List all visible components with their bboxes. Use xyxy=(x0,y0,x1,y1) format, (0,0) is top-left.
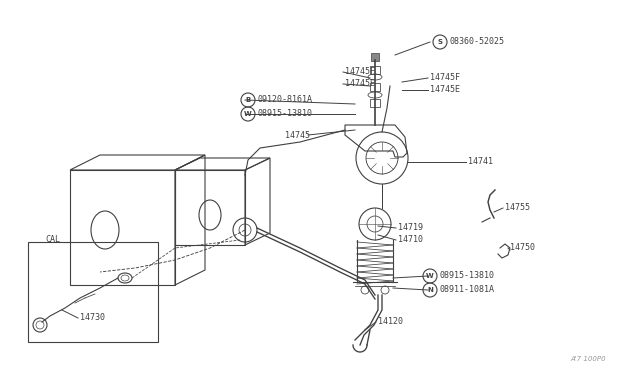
Text: 08360-52025: 08360-52025 xyxy=(449,38,504,46)
Text: 14745: 14745 xyxy=(285,131,310,140)
Text: 14710: 14710 xyxy=(398,235,423,244)
Text: 14750: 14750 xyxy=(510,244,535,253)
Text: 09120-8161A: 09120-8161A xyxy=(257,96,312,105)
Text: 14730: 14730 xyxy=(80,314,105,323)
Text: N: N xyxy=(427,287,433,293)
Text: A'7 100P0: A'7 100P0 xyxy=(570,356,605,362)
Text: 14745F: 14745F xyxy=(345,67,375,77)
Bar xyxy=(371,53,379,61)
Text: 14719: 14719 xyxy=(398,224,423,232)
Bar xyxy=(28,242,158,342)
Text: W: W xyxy=(426,273,434,279)
Text: 14745F: 14745F xyxy=(430,74,460,83)
Text: S: S xyxy=(438,39,442,45)
Text: 14120: 14120 xyxy=(378,317,403,327)
Text: 08915-13810: 08915-13810 xyxy=(257,109,312,119)
Text: W: W xyxy=(244,111,252,117)
Text: 14745E: 14745E xyxy=(430,86,460,94)
Text: CAL: CAL xyxy=(45,235,60,244)
Text: B: B xyxy=(245,97,251,103)
Text: 14755: 14755 xyxy=(505,203,530,212)
Text: 14745E: 14745E xyxy=(345,80,375,89)
Bar xyxy=(370,83,380,91)
Text: 08911-1081A: 08911-1081A xyxy=(439,285,494,295)
Bar xyxy=(370,66,380,74)
Bar xyxy=(370,99,380,107)
Text: 08915-13810: 08915-13810 xyxy=(439,272,494,280)
Text: 14741: 14741 xyxy=(468,157,493,167)
